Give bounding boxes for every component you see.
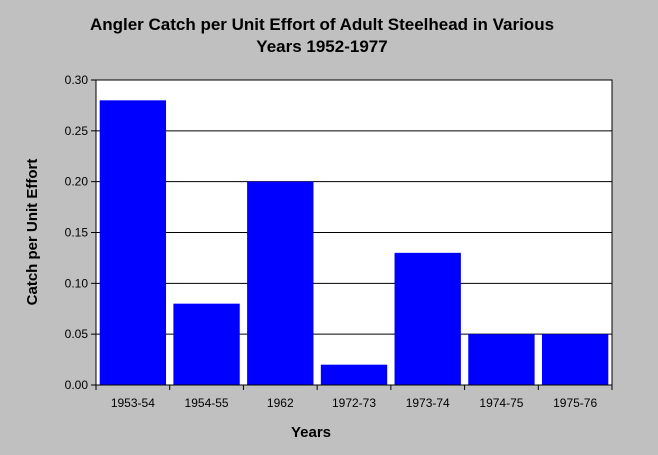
y-tick-label: 0.30 [65,73,89,87]
bar-1973-74 [394,252,461,385]
bar-1972-73 [320,364,388,385]
x-tick-label: 1973-74 [406,396,450,410]
x-axis: 1953-54 1954-55 1962 1972-73 1973-74 1974-75 1… [95,385,613,410]
y-tick-label: 0.25 [65,124,89,138]
x-axis-title: Years [291,424,331,441]
bar-1962 [247,181,314,385]
bar-1975-76 [541,334,609,385]
x-tick-label: 1953-54 [111,396,155,410]
y-tick-label: 0.10 [65,276,89,290]
y-tick-label: 0.00 [65,378,89,392]
y-tick-label: 0.05 [65,327,89,341]
chart-title-line-1: Angler Catch per Unit Effort of Adult St… [90,15,554,34]
x-tick-label: 1975-76 [553,396,597,410]
x-tick-label: 1974-75 [479,396,523,410]
bar-1954-55 [173,303,240,385]
chart-title-line-2: Years 1952-1977 [256,37,387,56]
y-tick-label: 0.15 [65,226,89,240]
y-axis-title: Catch per Unit Effort [24,159,41,306]
bar-1953-54 [99,100,167,385]
bars [99,100,609,385]
x-tick-label: 1962 [267,396,294,410]
x-tick-label: 1954-55 [185,396,229,410]
y-axis: 0.00 0.05 0.10 0.15 0.20 0.25 0.30 [65,73,96,392]
x-tick-label: 1972-73 [332,396,376,410]
y-tick-label: 0.20 [65,175,89,189]
bar-1974-75 [468,334,535,385]
